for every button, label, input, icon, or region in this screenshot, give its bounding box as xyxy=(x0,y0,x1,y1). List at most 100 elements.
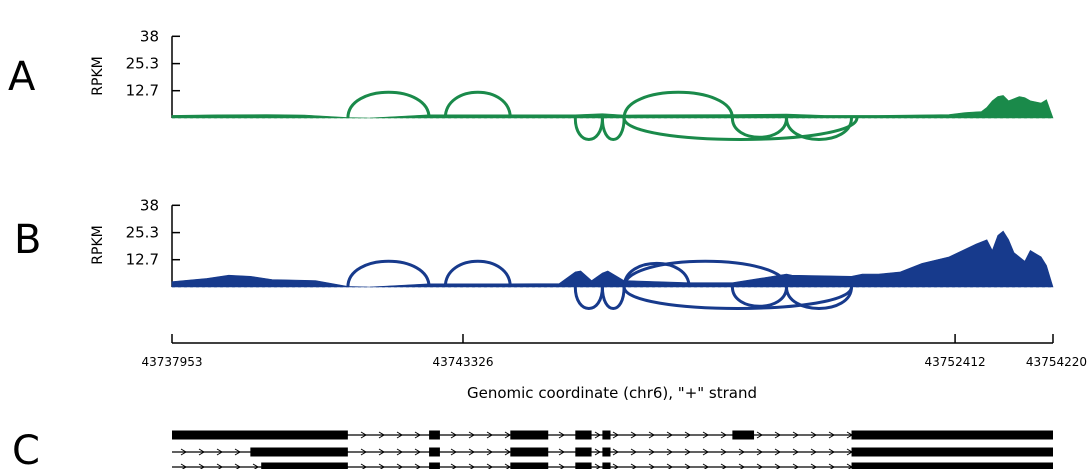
strand-arrow xyxy=(630,431,637,439)
strand-arrow xyxy=(666,463,673,469)
exon-block xyxy=(602,462,611,469)
junction-arc xyxy=(346,259,431,288)
y-tick-label: 12.7 xyxy=(126,251,159,269)
strand-arrow xyxy=(594,431,601,439)
transcript-models xyxy=(172,430,1053,469)
strand-arrow xyxy=(450,431,457,439)
strand-arrow xyxy=(684,431,691,439)
exon-block xyxy=(851,462,1053,469)
strand-arrow xyxy=(666,431,673,439)
x-tick-label: 43752412 xyxy=(925,355,986,369)
transcript-row xyxy=(172,462,1053,469)
x-tick-label: 43737953 xyxy=(141,355,202,369)
y-tick-label: 12.7 xyxy=(126,82,159,100)
y-tick-label: 25.3 xyxy=(126,224,159,242)
strand-arrow xyxy=(234,448,241,456)
strand-arrow xyxy=(468,431,475,439)
panel-b-plot xyxy=(171,230,1054,310)
strand-arrow xyxy=(702,463,709,469)
strand-arrow xyxy=(702,448,709,456)
strand-arrow xyxy=(738,463,745,469)
strand-arrow xyxy=(810,448,817,456)
junction-arc xyxy=(443,259,512,288)
strand-arrow xyxy=(180,448,187,456)
exon-block xyxy=(851,430,1053,440)
strand-arrow xyxy=(720,448,727,456)
strand-arrow xyxy=(450,463,457,469)
strand-arrow xyxy=(378,463,385,469)
strand-arrow xyxy=(450,448,457,456)
strand-arrow xyxy=(774,431,781,439)
strand-arrow xyxy=(396,431,403,439)
strand-arrow xyxy=(630,448,637,456)
junction-arc xyxy=(600,117,626,141)
exon-block xyxy=(510,430,549,440)
strand-arrow xyxy=(378,431,385,439)
strand-arrow xyxy=(648,431,655,439)
coverage-area xyxy=(171,95,1054,119)
panel-c: C xyxy=(12,428,1053,469)
strand-arrow xyxy=(810,431,817,439)
exon-block xyxy=(429,462,440,469)
exon-block xyxy=(250,447,348,457)
exon-block xyxy=(732,430,755,440)
panel-letter-a: A xyxy=(8,54,36,100)
strand-arrow xyxy=(684,448,691,456)
junction-arc xyxy=(600,286,626,310)
strand-arrow xyxy=(612,448,619,456)
y-tick-label: 25.3 xyxy=(126,55,159,73)
strand-arrow xyxy=(216,463,223,469)
junction-arc xyxy=(573,286,604,310)
strand-arrow xyxy=(648,448,655,456)
junction-arc xyxy=(622,117,859,141)
strand-arrow xyxy=(198,463,205,469)
y-tick-label: 38 xyxy=(140,196,159,214)
junction-arc xyxy=(346,90,431,119)
strand-arrow xyxy=(810,463,817,469)
exon-block xyxy=(575,430,592,440)
strand-arrow xyxy=(252,463,259,469)
x-tick-label: 43743326 xyxy=(432,355,493,369)
strand-arrow xyxy=(684,463,691,469)
strand-arrow xyxy=(360,463,367,469)
junction-arc xyxy=(443,90,512,119)
strand-arrow xyxy=(504,448,511,456)
y-axis-label: RPKM xyxy=(90,225,106,264)
strand-arrow xyxy=(504,431,511,439)
strand-arrow xyxy=(360,448,367,456)
transcript-row xyxy=(172,447,1053,457)
strand-arrow xyxy=(468,463,475,469)
junction-arc xyxy=(622,90,734,119)
y-tick-label: 38 xyxy=(140,27,159,45)
strand-arrow xyxy=(486,448,493,456)
exon-block xyxy=(575,447,592,457)
strand-arrow xyxy=(486,431,493,439)
strand-arrow xyxy=(738,448,745,456)
junction-arc xyxy=(785,117,853,141)
strand-arrow xyxy=(396,463,403,469)
panel-a-plot xyxy=(171,90,1054,141)
strand-arrow xyxy=(720,431,727,439)
strand-arrow xyxy=(828,463,835,469)
strand-arrow xyxy=(756,448,763,456)
strand-arrow xyxy=(234,463,241,469)
junction-arc xyxy=(785,286,853,310)
strand-arrow xyxy=(792,448,799,456)
strand-arrow xyxy=(558,463,565,469)
strand-arrow xyxy=(720,463,727,469)
x-tick-label: 43754220 xyxy=(1026,355,1087,369)
strand-arrow xyxy=(828,431,835,439)
strand-arrow xyxy=(648,463,655,469)
panel-letter-b: B xyxy=(14,217,41,263)
panel-a: A 38 25.3 12.7 RPKM xyxy=(8,27,1054,141)
exon-block xyxy=(510,447,549,457)
panel-b-y-axis: 38 25.3 12.7 RPKM xyxy=(90,196,180,287)
strand-arrow xyxy=(594,463,601,469)
transcript-row xyxy=(172,430,1053,440)
strand-arrow xyxy=(414,431,421,439)
panel-a-y-axis: 38 25.3 12.7 RPKM xyxy=(90,27,180,118)
panel-letter-c: C xyxy=(12,428,40,469)
strand-arrow xyxy=(756,431,763,439)
strand-arrow xyxy=(414,448,421,456)
junction-arc xyxy=(622,286,853,310)
